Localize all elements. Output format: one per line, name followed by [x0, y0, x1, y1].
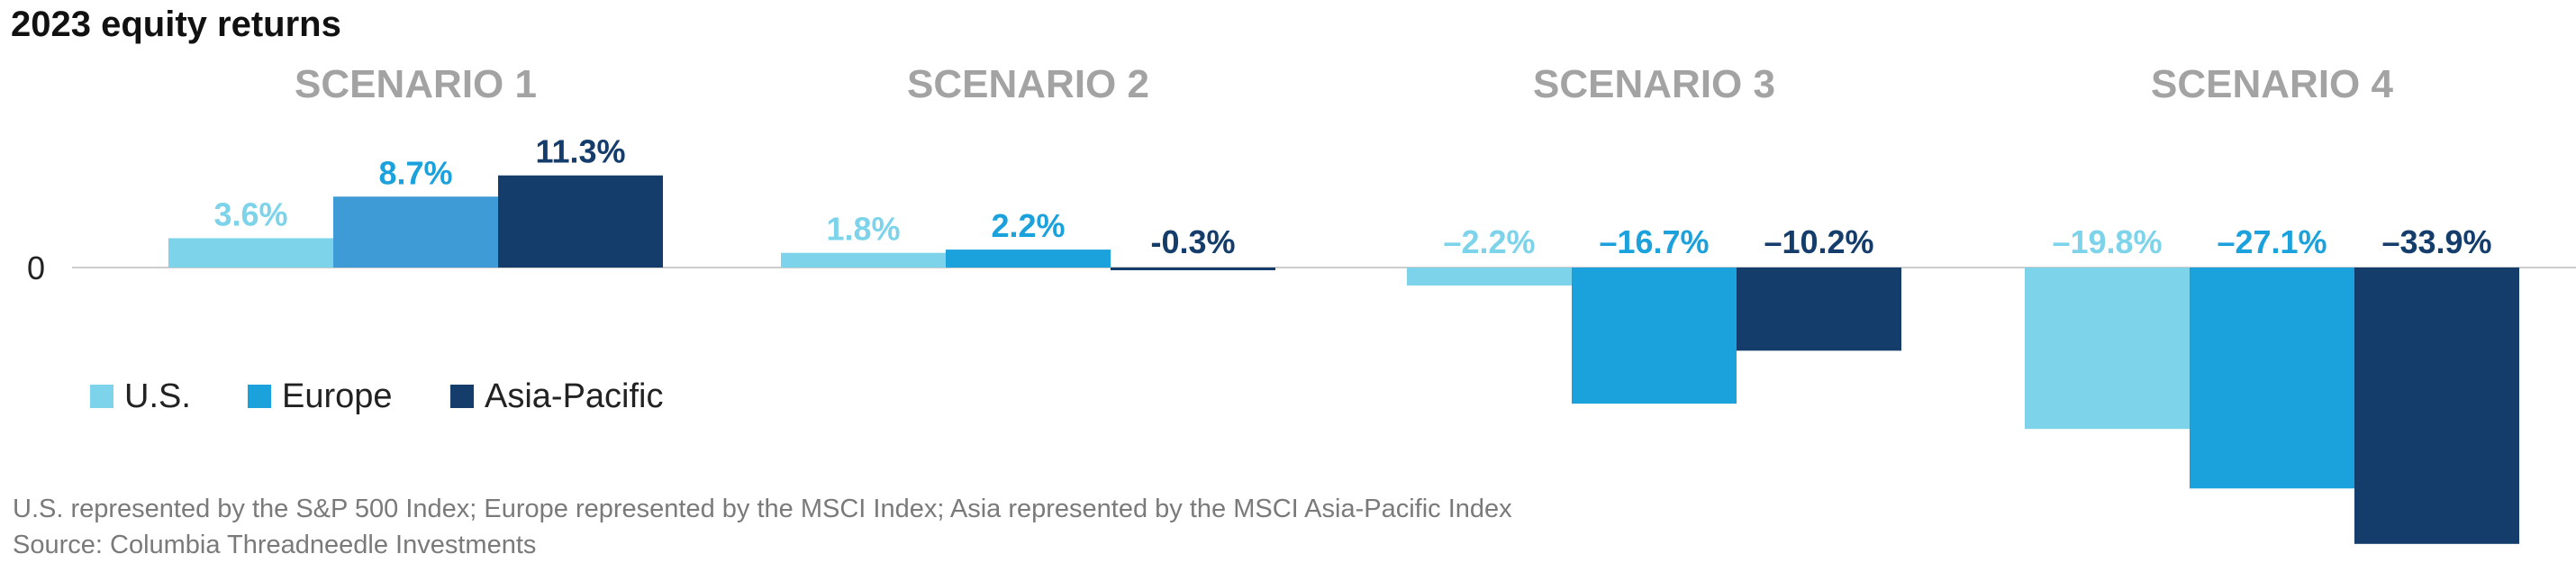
- value-label-asia-pacific-scenario-2: -0.3%: [1150, 223, 1235, 260]
- bar-europe-scenario-3: [1572, 268, 1737, 404]
- value-label-u-s-scenario-4: –19.8%: [2052, 223, 2162, 260]
- legend-label-asia-pacific: Asia-Pacific: [485, 377, 664, 415]
- value-label-asia-pacific-scenario-1: 11.3%: [535, 133, 625, 170]
- value-label-europe-scenario-3: –16.7%: [1599, 223, 1709, 260]
- bar-u-s-scenario-4: [2025, 268, 2190, 430]
- value-label-u-s-scenario-1: 3.6%: [213, 195, 287, 232]
- legend-label-u-s: U.S.: [124, 377, 191, 415]
- bar-asia-pacific-scenario-3: [1737, 268, 1901, 351]
- value-label-asia-pacific-scenario-3: –10.2%: [1764, 223, 1873, 260]
- value-label-europe-scenario-4: –27.1%: [2217, 223, 2327, 260]
- bar-u-s-scenario-1: [168, 238, 333, 268]
- bars: [168, 175, 2519, 544]
- scenario-title-4: SCENARIO 4: [2151, 62, 2393, 106]
- chart-title: 2023 equity returns: [11, 5, 341, 44]
- legend-label-europe: Europe: [282, 377, 393, 415]
- value-label-u-s-scenario-3: –2.2%: [1443, 223, 1535, 260]
- bar-europe-scenario-4: [2190, 268, 2354, 489]
- value-label-asia-pacific-scenario-4: –33.9%: [2381, 223, 2491, 260]
- legend: U.S. Europe Asia-Pacific: [90, 377, 664, 415]
- legend-swatch-u-s: [90, 385, 113, 408]
- scenario-titles: SCENARIO 1 SCENARIO 2 SCENARIO 3 SCENARIO 4: [295, 62, 2393, 106]
- zero-tick-label: 0: [27, 250, 45, 286]
- footnote-source: Source: Columbia Threadneedle Investment…: [13, 531, 536, 559]
- value-label-europe-scenario-1: 8.7%: [378, 154, 452, 191]
- bar-europe-scenario-1: [333, 196, 498, 268]
- footnote-indices: U.S. represented by the S&P 500 Index; E…: [13, 495, 1512, 523]
- scenario-title-2: SCENARIO 2: [907, 62, 1149, 106]
- value-label-u-s-scenario-2: 1.8%: [826, 211, 900, 248]
- bar-labels: 3.6% 8.7% 11.3% 1.8% 2.2% -0.3% –2.2% –16.7% –10…: [213, 133, 2491, 260]
- bar-europe-scenario-2: [946, 250, 1111, 268]
- bar-u-s-scenario-3: [1407, 268, 1572, 286]
- legend-swatch-europe: [248, 385, 271, 408]
- bar-u-s-scenario-2: [781, 252, 946, 268]
- bar-asia-pacific-scenario-1: [498, 175, 663, 268]
- value-label-europe-scenario-2: 2.2%: [991, 207, 1065, 244]
- scenario-title-1: SCENARIO 1: [295, 62, 537, 106]
- legend-swatch-asia-pacific: [450, 385, 474, 408]
- bar-asia-pacific-scenario-2: [1111, 268, 1275, 270]
- bar-asia-pacific-scenario-4: [2354, 268, 2519, 544]
- scenario-title-3: SCENARIO 3: [1533, 62, 1775, 106]
